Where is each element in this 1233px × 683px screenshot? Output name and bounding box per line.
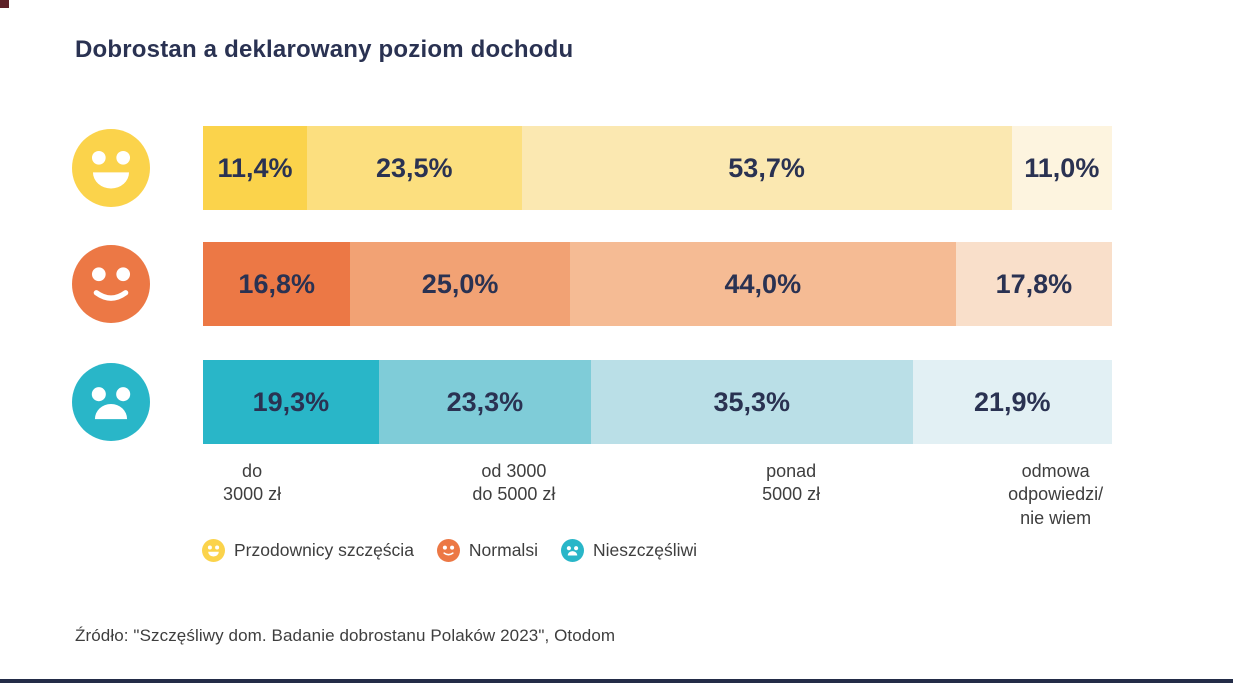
legend-label: Przodownicy szczęścia [234, 540, 414, 560]
bar-segment: 16,8% [203, 242, 351, 326]
axis-label: od 3000 do 5000 zł [472, 461, 556, 505]
bar-segment: 35,3% [591, 360, 913, 444]
source-caption: Źródło: "Szczęśliwy dom. Badanie dobrost… [75, 626, 616, 645]
chart-row-unhappy: 19,3% 23,3% 35,3% 21,9% [72, 360, 1112, 444]
bottom-accent-bar [0, 679, 1233, 683]
chart-row-happy: 11,4% 23,5% 53,7% 11,0% [72, 126, 1112, 210]
legend-item-unhappy: Nieszczęśliwi [560, 539, 698, 562]
legend-item-happy: Przodownicy szczęścia [202, 539, 414, 562]
corner-mark [0, 0, 9, 8]
segment-value-label: 53,7% [728, 152, 805, 183]
legend-item-normal: Normalsi [436, 539, 538, 562]
bar-segment: 25,0% [350, 242, 570, 326]
segment-value-label: 11,0% [1024, 152, 1100, 183]
bar-segment: 19,3% [203, 360, 379, 444]
segment-value-label: 17,8% [995, 268, 1073, 299]
sad-face-icon [560, 539, 584, 562]
legend: Przodownicy szczęścia Normalsi [202, 539, 697, 562]
bar-segment: 11,0% [1011, 126, 1112, 210]
neutral-face-icon [436, 539, 460, 562]
segment-value-label: 25,0% [421, 268, 499, 299]
bar-segment: 17,8% [955, 242, 1112, 326]
segment-value-label: 11,4% [217, 152, 293, 183]
chart-title: Dobrostan a deklarowany poziom dochodu [75, 36, 574, 63]
stacked-bar: 16,8% 25,0% 44,0% 17,8% [203, 242, 1112, 326]
bar-segment: 21,9% [912, 360, 1112, 444]
sad-face-icon [72, 363, 150, 441]
neutral-face-icon [72, 245, 150, 323]
stacked-bar: 19,3% 23,3% 35,3% 21,9% [203, 360, 1112, 444]
stacked-bar: 11,4% 23,5% 53,7% 11,0% [203, 126, 1112, 210]
bar-segment: 53,7% [521, 126, 1012, 210]
happy-face-icon [72, 129, 150, 207]
x-axis-labels: do 3000 zł od 3000 do 5000 zł ponad 5000… [203, 460, 1112, 532]
axis-label: odmowa odpowiedzi/ nie wiem [1008, 461, 1104, 528]
segment-value-label: 23,3% [446, 386, 524, 417]
segment-value-label: 23,5% [376, 152, 453, 183]
legend-label: Normalsi [468, 540, 538, 560]
axis-label: do 3000 zł [223, 461, 282, 505]
bar-segment: 23,3% [378, 360, 591, 444]
segment-value-label: 35,3% [713, 386, 791, 417]
bar-segment: 11,4% [203, 126, 308, 210]
chart-row-normal: 16,8% 25,0% 44,0% 17,8% [72, 242, 1112, 326]
happy-face-icon [202, 539, 225, 562]
bar-segment: 23,5% [307, 126, 522, 210]
segment-value-label: 16,8% [238, 268, 315, 299]
axis-label: ponad 5000 zł [762, 461, 821, 505]
segment-value-label: 44,0% [724, 268, 802, 299]
segment-value-label: 19,3% [252, 386, 330, 417]
bar-segment: 44,0% [569, 242, 956, 326]
legend-label: Nieszczęśliwi [592, 540, 698, 560]
segment-value-label: 21,9% [973, 386, 1051, 417]
